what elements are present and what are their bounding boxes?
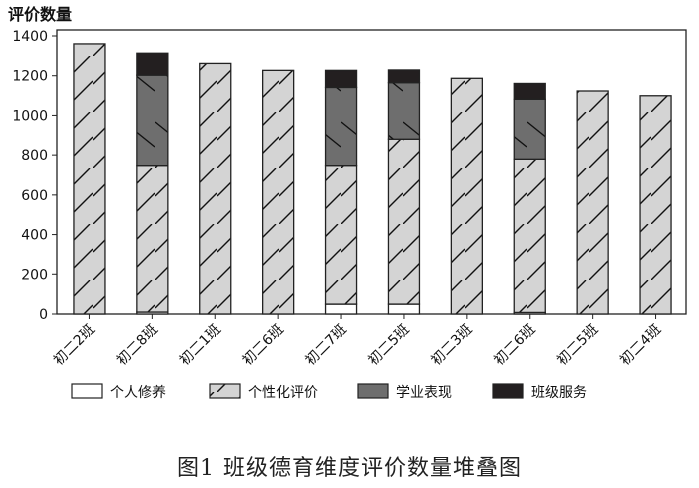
- bar-segment-学业表现: [136, 74, 169, 167]
- bar-segment-个性化评价: [73, 43, 106, 315]
- stacked-bar-chart: 评价数量 0200400600800100012001400 初二2班 初二8班初…: [8, 5, 687, 401]
- bar-segment-个性化评价: [513, 158, 546, 314]
- y-tick-label: 600: [21, 188, 48, 204]
- x-tick-label: 初二4班: [616, 321, 664, 369]
- bar-segment-学业表现: [387, 82, 421, 140]
- y-axis-title: 评价数量: [8, 5, 72, 24]
- legend-swatch: [209, 383, 241, 399]
- bar-segment-学业表现: [324, 86, 358, 167]
- bar-segment-个性化评价: [136, 165, 169, 313]
- y-tick-label: 0: [39, 307, 48, 323]
- y-tick-label: 400: [21, 228, 48, 244]
- bar-segment-班级服务: [136, 52, 169, 76]
- x-tick-label: 初二7班: [302, 321, 350, 369]
- bar-segment-个性化评价: [387, 138, 421, 305]
- legend-swatch: [357, 383, 389, 399]
- y-tick-label: 1400: [12, 29, 48, 45]
- legend-item: 学业表现: [357, 383, 452, 401]
- bar-segment-个人修养: [387, 303, 421, 315]
- x-tick-label: 初二3班: [428, 321, 476, 369]
- bar-segment-班级服务: [324, 69, 358, 89]
- legend-label: 个性化评价: [248, 385, 318, 401]
- figure-caption: 图1 班级德育维度评价数量堆叠图: [177, 456, 522, 481]
- x-tick-label: 初二2班: [50, 321, 98, 369]
- plot-frame: [56, 29, 687, 315]
- legend-label: 学业表现: [396, 385, 452, 401]
- legend-swatch: [71, 383, 103, 399]
- x-tick-label: 初二6班: [239, 321, 287, 369]
- y-tick-label: 1000: [12, 108, 48, 124]
- legend-item: 班级服务: [492, 383, 587, 401]
- legend-swatch: [492, 383, 524, 399]
- x-tick-label: 初二6班: [491, 321, 539, 369]
- x-tick-label: 初二1班: [176, 321, 224, 369]
- bar-segment-个人修养: [324, 303, 358, 315]
- bar-segment-个性化评价: [324, 165, 358, 305]
- bar-segment-个性化评价: [261, 69, 295, 315]
- bar-segment-个性化评价: [639, 95, 672, 315]
- bar-segment-个性化评价: [450, 77, 484, 315]
- bar-segment-学业表现: [513, 98, 546, 160]
- y-tick-label: 200: [21, 267, 48, 283]
- x-tick-label: 初二5班: [553, 321, 601, 369]
- legend-item: 个人修养: [71, 383, 166, 401]
- x-tick-label: 初二5班: [365, 321, 413, 369]
- legend-label: 个人修养: [110, 385, 166, 401]
- bar-segment-个性化评价: [576, 90, 609, 315]
- y-tick-label: 800: [21, 148, 48, 164]
- bar-segment-班级服务: [513, 82, 546, 100]
- y-tick-label: 1200: [12, 69, 48, 85]
- bar-segment-个性化评价: [199, 62, 232, 315]
- x-tick-label: 初二8班: [113, 321, 161, 369]
- legend-item: 个性化评价: [209, 383, 318, 401]
- bar-segment-班级服务: [387, 69, 421, 84]
- legend-label: 班级服务: [531, 385, 587, 401]
